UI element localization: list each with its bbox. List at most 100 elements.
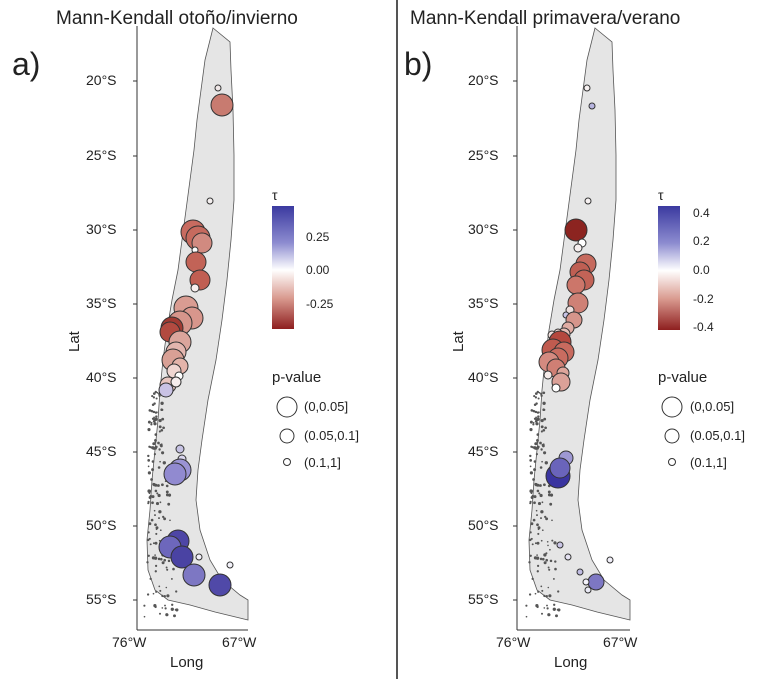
coastline-island (160, 557, 163, 561)
coastline-island (531, 494, 535, 498)
coastline-island (542, 401, 546, 405)
coastline-island (162, 515, 165, 519)
coastline-island (549, 493, 554, 497)
coastline-island (147, 554, 150, 558)
coastline-island (534, 396, 538, 399)
coastline-island (147, 459, 151, 462)
coastline-island (532, 423, 535, 426)
coastline-island (554, 567, 557, 571)
station-point (551, 383, 561, 393)
coastline-island (158, 448, 161, 451)
coastline-island (157, 466, 161, 469)
coastline-island (154, 564, 158, 568)
coastline-island (169, 519, 171, 522)
coastline-island (534, 592, 537, 595)
coastline-island (155, 532, 158, 535)
station-point (175, 444, 185, 454)
coastline-island (529, 420, 533, 424)
lat-tick-label: 35°S (468, 295, 499, 311)
coastline-island (147, 500, 150, 504)
coastline-island (540, 539, 543, 542)
pvalue-symbols-a (276, 396, 298, 466)
coastline-island (151, 468, 155, 472)
panel-letter: b) (404, 46, 433, 82)
coastline-island (532, 518, 536, 522)
station-point (582, 578, 590, 586)
coastline-island (537, 590, 540, 593)
coastline-island (154, 390, 158, 394)
coastline-island (151, 417, 155, 421)
coastline-island (148, 522, 152, 526)
coastline-island (540, 425, 544, 429)
tau-label: -0.4 (693, 320, 714, 334)
coastline-island (537, 532, 540, 535)
station-point (564, 553, 572, 561)
pvalue-label: (0.05,0.1] (690, 428, 745, 443)
coastline-island (151, 460, 155, 463)
coastline-island (552, 607, 556, 611)
coastline-island (530, 537, 533, 540)
coastline-island (540, 394, 543, 397)
panel-divider (396, 0, 398, 679)
coastline-island (547, 566, 550, 569)
coastline-island (170, 607, 174, 611)
coastline-island (547, 586, 550, 589)
coastline-island (533, 460, 537, 463)
coastline-island (165, 490, 169, 494)
pvalue-label: (0.1,1] (304, 455, 341, 470)
coastline-island (159, 460, 161, 463)
coastline-island (172, 567, 175, 571)
coastline-island (541, 529, 544, 532)
coastline-island (154, 554, 156, 556)
lat-tick-label: 20°S (468, 72, 499, 88)
coastline-island (540, 585, 543, 588)
coastline-island (533, 417, 537, 421)
coastline-island (536, 441, 539, 444)
coastline-island (540, 430, 543, 433)
coastline-island (538, 492, 541, 495)
coastline-island (540, 612, 544, 615)
coastline-island (143, 604, 146, 607)
coastline-island (154, 483, 158, 487)
coastline-island (156, 502, 159, 506)
coastline-island (549, 559, 553, 563)
coastline-island (175, 590, 178, 593)
station-point (583, 84, 591, 92)
lon-tick-76w: 76°W (496, 634, 531, 650)
pvalue-symbol-medium (664, 428, 680, 444)
coastline-island (155, 528, 158, 531)
coastline-island (541, 460, 543, 463)
coastline-island (539, 392, 543, 396)
coastline-island (158, 419, 162, 423)
pvalue-legend-title: p-value (272, 369, 322, 386)
pvalue-symbols-b (661, 396, 683, 466)
station-point (182, 563, 206, 587)
coastline-island (542, 444, 545, 448)
coastline-island (533, 468, 537, 472)
coastline-island (548, 613, 551, 616)
coastline-island (554, 560, 557, 563)
coastline-island (541, 501, 544, 504)
lat-tick-label: 30°S (468, 221, 499, 237)
coastline-island (528, 561, 531, 564)
coastline-island (544, 515, 547, 519)
tau-legend-title: τ (272, 187, 278, 203)
coastline-island (155, 411, 158, 414)
lat-tick-label: 30°S (86, 221, 117, 237)
lat-tick-label: 25°S (86, 147, 117, 163)
coastline-island (545, 558, 548, 562)
station-point (584, 197, 592, 205)
coastline-island (535, 422, 539, 426)
tau-label: 0.0 (693, 263, 710, 277)
coastline-island (537, 526, 541, 530)
coastline-island (536, 433, 540, 436)
coastline-island (159, 501, 162, 504)
coastline-island (167, 559, 171, 563)
coastline-island (161, 451, 165, 455)
coastline-island (150, 421, 153, 424)
coastline-island (556, 608, 559, 611)
coastline-island (535, 604, 539, 608)
station-point (210, 93, 234, 117)
panel-b: Mann-Kendall primavera/verano b) Lat Lon… (398, 0, 759, 679)
coastline-island (543, 483, 546, 487)
